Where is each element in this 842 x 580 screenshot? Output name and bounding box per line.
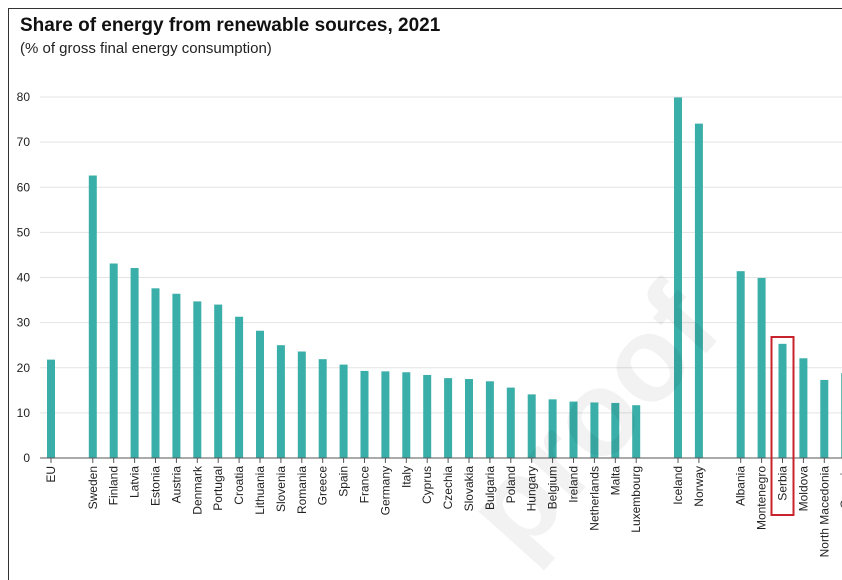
bar xyxy=(318,359,327,458)
x-tick-label: Portugal xyxy=(211,466,225,511)
y-tick-label: 80 xyxy=(17,90,31,104)
x-tick-label: Netherlands xyxy=(587,466,601,531)
bar xyxy=(339,364,348,458)
bar xyxy=(632,405,641,458)
x-tick-label: Cyprus xyxy=(420,466,434,504)
x-tick-label: Iceland xyxy=(671,466,685,505)
highlight-box-serbia xyxy=(770,336,795,516)
x-tick-label: Czechia xyxy=(441,466,455,510)
x-tick-label: Lithuania xyxy=(253,466,267,515)
x-tick-label: Finland xyxy=(107,466,121,505)
x-tick-label: Austria xyxy=(169,466,183,504)
x-tick-label: Denmark xyxy=(190,465,204,515)
bar xyxy=(548,399,557,458)
bar xyxy=(799,358,808,458)
bar xyxy=(88,175,97,458)
bar xyxy=(381,371,390,458)
bar xyxy=(506,387,515,458)
chart-subtitle: (% of gross final energy consumption) xyxy=(20,40,272,57)
bar xyxy=(736,271,745,458)
bar xyxy=(444,378,453,458)
axis-layer: 0 10 20 30 40 50 60 70 80 EU Sweden Finland Latvia Es… xyxy=(17,90,842,557)
x-tick-label: Bulgaria xyxy=(483,466,497,510)
y-tick-label: 10 xyxy=(17,406,31,420)
x-tick-label: North Macedonia xyxy=(817,466,831,558)
bar xyxy=(193,301,202,458)
x-tick-label: Hungary xyxy=(525,466,539,511)
x-tick-label: Poland xyxy=(504,466,518,503)
x-tick-label: Slovenia xyxy=(274,466,288,512)
bar xyxy=(151,288,160,458)
x-tick-label: Georgia xyxy=(838,466,842,509)
x-tick-label: Norway xyxy=(692,466,706,507)
y-tick-label: 0 xyxy=(23,451,30,465)
bar xyxy=(820,379,829,458)
x-tick-label: Ireland xyxy=(567,466,581,503)
bar xyxy=(214,304,223,458)
bar xyxy=(611,402,620,458)
bar xyxy=(235,316,244,458)
bar xyxy=(276,345,285,458)
bar xyxy=(130,268,139,458)
y-tick-label: 50 xyxy=(17,225,31,239)
x-tick-label: Croatia xyxy=(232,466,246,505)
bar-layer xyxy=(47,97,842,459)
y-tick-label: 70 xyxy=(17,135,31,149)
x-tick-label: Luxembourg xyxy=(629,466,643,533)
bar xyxy=(402,372,411,458)
x-tick-label: Greece xyxy=(316,466,330,506)
bar xyxy=(172,293,181,458)
bar xyxy=(109,263,118,458)
x-tick-label: Estonia xyxy=(149,466,163,506)
chart-title: Share of energy from renewable sources, … xyxy=(20,15,441,36)
bar xyxy=(256,330,264,458)
highlight-layer xyxy=(770,336,795,516)
x-tick-label: Serbia xyxy=(776,466,790,501)
bar xyxy=(569,401,578,458)
bar xyxy=(485,381,494,458)
y-tick-label: 60 xyxy=(17,180,31,194)
x-tick-label: Sweden xyxy=(86,466,100,509)
bar xyxy=(694,123,703,458)
bar xyxy=(465,379,473,458)
bar xyxy=(778,343,787,458)
chart-frame xyxy=(8,8,842,580)
y-tick-label: 30 xyxy=(17,316,31,330)
bar xyxy=(297,351,306,458)
x-tick-label: Romania xyxy=(295,466,309,514)
x-tick-label: Slovakia xyxy=(462,466,476,512)
x-tick-label: Belgium xyxy=(546,466,560,509)
y-tick-label: 40 xyxy=(17,271,31,285)
x-tick-label: Latvia xyxy=(128,466,142,498)
bar xyxy=(527,394,536,458)
bar xyxy=(47,359,55,458)
bar xyxy=(423,374,432,458)
bar xyxy=(674,97,682,459)
x-tick-label: Moldova xyxy=(796,466,810,512)
bar xyxy=(757,277,766,458)
x-tick-label: Germany xyxy=(378,466,392,515)
bar xyxy=(360,370,369,458)
x-tick-label: Italy xyxy=(399,466,413,488)
bar xyxy=(590,402,599,458)
x-tick-label: Spain xyxy=(337,466,351,497)
x-tick-label: France xyxy=(358,466,372,504)
x-tick-label: Malta xyxy=(608,466,622,496)
x-tick-label: Albania xyxy=(734,466,748,506)
x-tick-label: EU xyxy=(44,466,58,483)
x-tick-label: Montenegro xyxy=(755,466,769,530)
y-tick-label: 20 xyxy=(17,361,31,375)
